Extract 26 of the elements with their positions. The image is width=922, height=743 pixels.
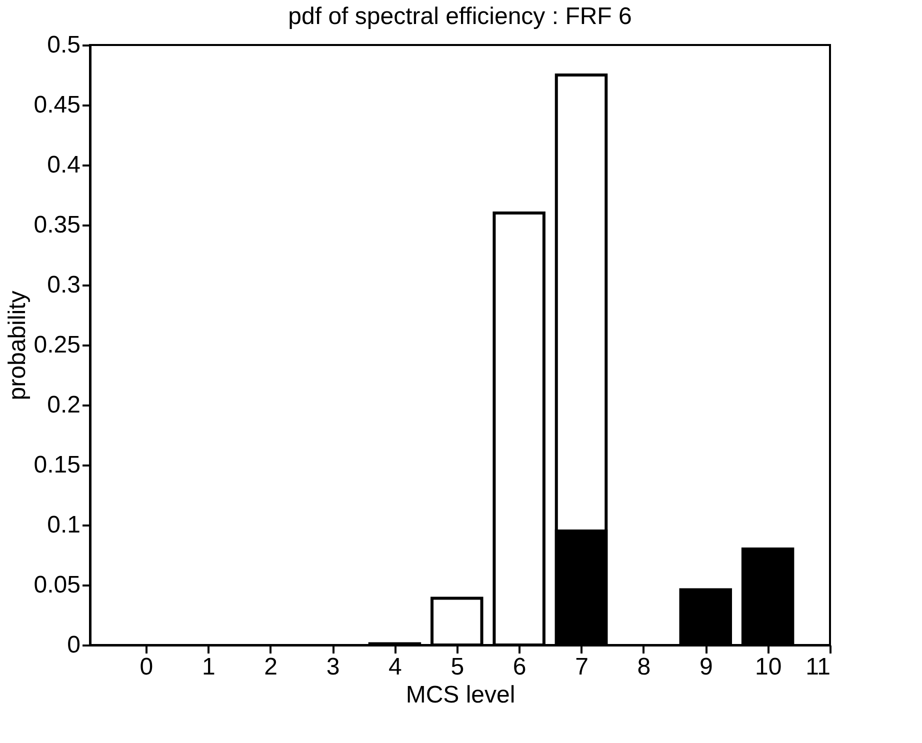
x-axis-title: MCS level [406,682,516,708]
x-tick-label: 9 [699,654,713,680]
chart-title: pdf of spectral efficiency : FRF 6 [288,3,632,30]
y-axis-title: probability [4,290,31,400]
y-tick-label: 0 [67,632,80,658]
x-tick-label: 5 [450,654,464,680]
x-tick-label: 7 [575,654,588,680]
y-tick-label: 0.15 [34,452,80,478]
y-tick-label: 0.4 [47,152,80,178]
y-tick-label: 0.2 [47,392,80,418]
y-tick-label: 0.1 [47,512,80,538]
y-tick-label: 0.35 [34,212,80,238]
y-tick-label: 0.25 [34,332,80,358]
x-tick-label: 2 [264,654,278,680]
x-tick-label: 10 [754,654,782,680]
y-tick-label: 0.3 [47,272,80,298]
y-tick-label: 0.5 [47,32,80,58]
x-tick-label: 11 [806,654,830,680]
x-tick-label: 4 [388,654,402,680]
x-tick-label: 6 [512,654,526,680]
x-tick-label: 0 [140,654,154,680]
x-tick-label: 8 [637,654,651,680]
x-tick-label: 1 [202,654,216,680]
y-tick-label: 0.05 [34,572,80,598]
x-tick-label: 3 [326,654,340,680]
y-tick-label: 0.45 [34,92,80,118]
